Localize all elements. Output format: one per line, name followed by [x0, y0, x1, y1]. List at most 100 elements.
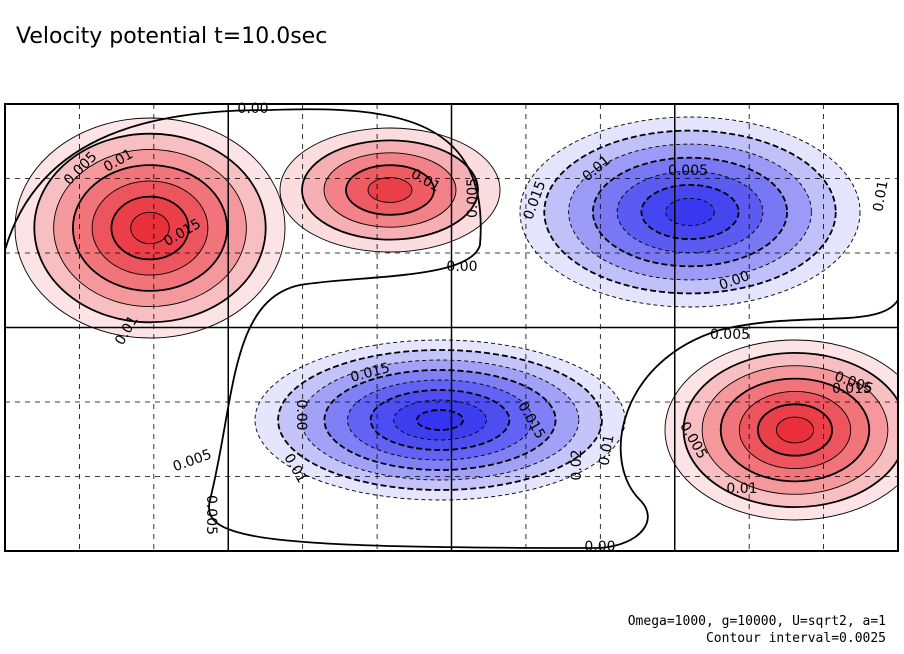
contour-line — [543, 129, 837, 295]
contour-line — [369, 389, 511, 451]
contour-band — [739, 391, 851, 469]
contour-label: 0.00 — [237, 101, 268, 117]
contour-band — [617, 171, 763, 253]
chart-title: Velocity potential t=10.0sec — [16, 24, 328, 49]
contour-label: 0.01 — [726, 481, 757, 497]
contour-label-text: 0.005 — [668, 163, 708, 179]
contour-label: 0.00 — [446, 259, 477, 275]
contour-line — [664, 339, 898, 521]
contour-line — [775, 416, 815, 444]
contour-band — [776, 417, 814, 443]
contour-line — [130, 211, 170, 245]
contour-line — [53, 148, 247, 308]
contour-label-text: 0.005 — [710, 327, 750, 343]
contour-band — [370, 390, 510, 450]
contour-line — [14, 117, 286, 339]
contour-line — [279, 127, 501, 253]
contour-band — [520, 117, 860, 307]
contour-lines-lower-right — [664, 339, 898, 521]
contour-line — [300, 359, 580, 481]
contour-line — [592, 156, 789, 268]
extremum-upper-right — [520, 117, 860, 307]
contour-band — [592, 157, 788, 267]
contour-line — [415, 409, 464, 431]
contour-label: 0.005 — [465, 178, 481, 218]
contour-line — [665, 197, 715, 227]
contour-label-text: 0.00 — [293, 399, 309, 430]
contour-lines-upper-center — [279, 127, 501, 253]
contour-line — [568, 143, 812, 281]
contour-band — [702, 365, 888, 495]
contour-line — [757, 403, 834, 457]
contour-line — [72, 164, 228, 292]
zero-contour — [5, 108, 898, 549]
contour-lines-upper-right — [519, 116, 861, 308]
contour-line — [738, 390, 852, 470]
contour-line — [91, 180, 209, 276]
contour-band — [111, 196, 189, 260]
contour-label: 0.02 — [569, 449, 585, 480]
contour-label-text: 0.02 — [569, 449, 585, 480]
contour-line — [301, 139, 479, 241]
contour-line — [347, 379, 533, 461]
contour-band — [92, 180, 208, 276]
contour-band — [302, 140, 478, 240]
contour-band — [130, 212, 170, 244]
contour-line — [719, 377, 871, 483]
contour-line — [323, 152, 457, 228]
contour-band — [324, 370, 556, 470]
contour-band — [15, 118, 285, 338]
contour-label-text: 0.01 — [870, 179, 891, 212]
contour-band — [255, 340, 625, 500]
contour-lines — [5, 108, 898, 549]
contour-line — [616, 170, 764, 254]
contour-band — [346, 165, 434, 215]
contour-label: 0.015 — [832, 381, 872, 397]
contour-label-text: 0.00 — [237, 101, 268, 117]
contour-label-text: 0.00 — [584, 539, 615, 555]
contour-label: 0.005 — [710, 327, 750, 343]
contour-band — [72, 165, 228, 291]
contour-band — [280, 128, 500, 252]
contour-band — [347, 380, 533, 460]
contour-label: 0.005 — [668, 163, 708, 179]
contour-band — [568, 144, 812, 280]
contour-band — [665, 340, 898, 520]
contour-label-text: 0.005 — [203, 495, 219, 535]
contour-band — [301, 360, 579, 480]
contour-line — [110, 195, 190, 261]
contour-line — [323, 369, 557, 471]
contour-label: 0.01 — [870, 179, 891, 212]
contour-label-text: 0.005 — [465, 178, 481, 218]
contour-line — [367, 177, 413, 203]
contour-band — [720, 378, 870, 482]
contour-label-text: 0.015 — [832, 381, 872, 397]
contour-line — [277, 349, 603, 491]
contour-label: 0.005 — [203, 495, 219, 535]
contour-label: 0.00 — [293, 399, 309, 430]
contour-label-text: 0.00 — [446, 259, 477, 275]
zero-line — [5, 108, 898, 549]
contour-band — [757, 404, 833, 456]
grid-lines — [5, 104, 898, 551]
contour-line — [33, 132, 267, 324]
parameters-text: Omega=1000, g=10000, U=sqrt2, a=1 — [627, 614, 886, 629]
plot-frame — [4, 103, 899, 552]
extremum-upper-left — [15, 118, 285, 338]
contour-line — [701, 365, 889, 495]
contour-band — [393, 400, 487, 440]
contour-line — [682, 352, 898, 508]
contour-lines-upper-left — [14, 117, 286, 339]
contour-label-text: 0.01 — [596, 433, 617, 466]
contour-interval-text: Contour interval=0.0025 — [705, 631, 886, 646]
contour-line — [640, 183, 740, 240]
contour-band — [53, 149, 247, 307]
contour-band — [368, 177, 412, 203]
contour-band — [665, 198, 715, 226]
contour-line — [345, 164, 435, 216]
contour-band — [34, 133, 266, 323]
contour-label: 0.01 — [596, 433, 617, 466]
extremum-upper-center — [280, 128, 500, 252]
contour-label: 0.00 — [584, 539, 615, 555]
